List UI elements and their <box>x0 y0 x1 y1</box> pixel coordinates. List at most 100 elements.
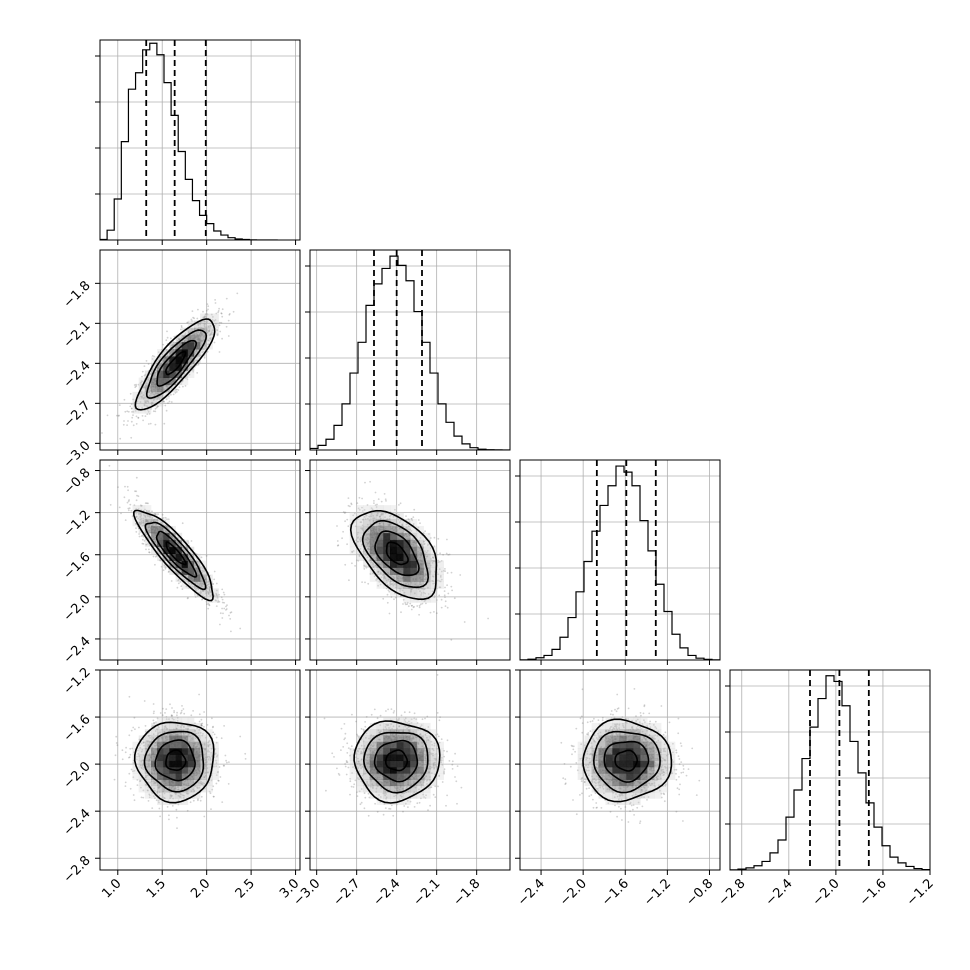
sample-point <box>418 604 421 607</box>
sample-point <box>132 398 135 401</box>
sample-point <box>379 516 381 518</box>
sample-point <box>200 556 203 559</box>
sample-point <box>155 360 158 363</box>
density-cell <box>138 512 146 520</box>
sample-point <box>161 513 164 516</box>
sample-point <box>139 504 142 507</box>
density-cell <box>383 539 391 548</box>
sample-point <box>206 350 209 353</box>
sample-point <box>438 594 441 597</box>
sample-point <box>151 368 154 371</box>
density-cell <box>390 546 398 554</box>
density-cell <box>144 391 152 400</box>
sample-point <box>444 586 446 589</box>
sample-point <box>196 594 199 597</box>
density-cell <box>369 539 377 548</box>
sample-point <box>209 587 211 589</box>
sample-point <box>147 734 150 737</box>
sample-point <box>220 312 223 315</box>
sample-point <box>164 519 167 522</box>
sample-point <box>170 387 173 390</box>
sample-point <box>216 596 219 599</box>
sample-point <box>423 552 426 554</box>
density-cell <box>169 539 176 548</box>
sample-point <box>149 373 152 375</box>
histogram-panel-3 <box>515 459 721 665</box>
sample-point <box>147 515 149 518</box>
sample-point <box>207 305 210 308</box>
density-cell <box>169 342 176 350</box>
sample-point <box>375 514 378 517</box>
sample-point <box>182 385 184 388</box>
sample-point <box>179 792 181 795</box>
sample-point <box>446 572 449 574</box>
sample-point <box>385 587 388 590</box>
sample-point <box>423 591 425 594</box>
sample-point <box>397 518 400 521</box>
sample-point <box>402 598 405 601</box>
density-cell <box>403 546 411 554</box>
sample-point <box>147 423 150 425</box>
sample-point <box>174 391 177 394</box>
sample-point <box>132 424 135 427</box>
sample-point <box>372 515 374 517</box>
sample-point <box>179 793 182 796</box>
sample-point <box>144 401 146 404</box>
sample-point <box>361 581 363 583</box>
density-cell <box>423 546 431 554</box>
sample-point <box>137 417 140 419</box>
sample-point <box>148 514 151 517</box>
sample-point <box>432 557 435 559</box>
density-cell <box>187 567 195 575</box>
sample-point <box>350 503 353 506</box>
sample-point <box>180 326 183 329</box>
sample-point <box>142 517 145 520</box>
sample-point <box>379 515 381 518</box>
sample-point <box>186 597 189 600</box>
sample-point <box>170 715 173 717</box>
sample-point <box>208 330 210 333</box>
sample-point <box>401 523 404 526</box>
sample-point <box>208 329 211 331</box>
density-cell <box>363 553 371 561</box>
sample-point <box>184 385 187 387</box>
sample-point <box>162 343 165 346</box>
sample-point <box>205 594 208 597</box>
sample-point <box>177 579 180 582</box>
sample-point <box>128 507 131 510</box>
density-cell <box>416 532 424 541</box>
sample-point <box>207 607 210 610</box>
density-cell <box>410 560 418 568</box>
axes-frame <box>729 669 931 871</box>
sample-point <box>208 604 211 607</box>
sample-point <box>145 401 147 403</box>
sample-point <box>435 553 438 556</box>
sample-point <box>349 505 351 508</box>
sample-point <box>215 582 218 585</box>
sample-point <box>220 312 223 315</box>
sample-point <box>162 569 165 572</box>
sample-point <box>163 400 165 403</box>
sample-point <box>427 586 429 589</box>
sample-point <box>432 580 435 583</box>
sample-point <box>140 517 143 520</box>
density-cell <box>410 567 418 575</box>
sample-point <box>142 535 145 538</box>
sample-point <box>203 320 206 323</box>
sample-point <box>118 414 120 417</box>
sample-point <box>148 551 151 554</box>
sample-point <box>204 590 207 592</box>
sample-point <box>130 420 133 423</box>
sample-point <box>146 400 149 402</box>
sample-point <box>440 560 443 562</box>
density-cell <box>200 588 207 596</box>
density-cell <box>423 560 431 568</box>
sample-point <box>180 325 183 327</box>
sample-point <box>180 585 183 588</box>
sample-point <box>135 516 138 519</box>
sample-point <box>139 516 142 518</box>
sample-point <box>390 596 393 598</box>
sample-point <box>204 315 206 318</box>
sample-point <box>451 589 453 592</box>
density-cell <box>144 539 152 548</box>
